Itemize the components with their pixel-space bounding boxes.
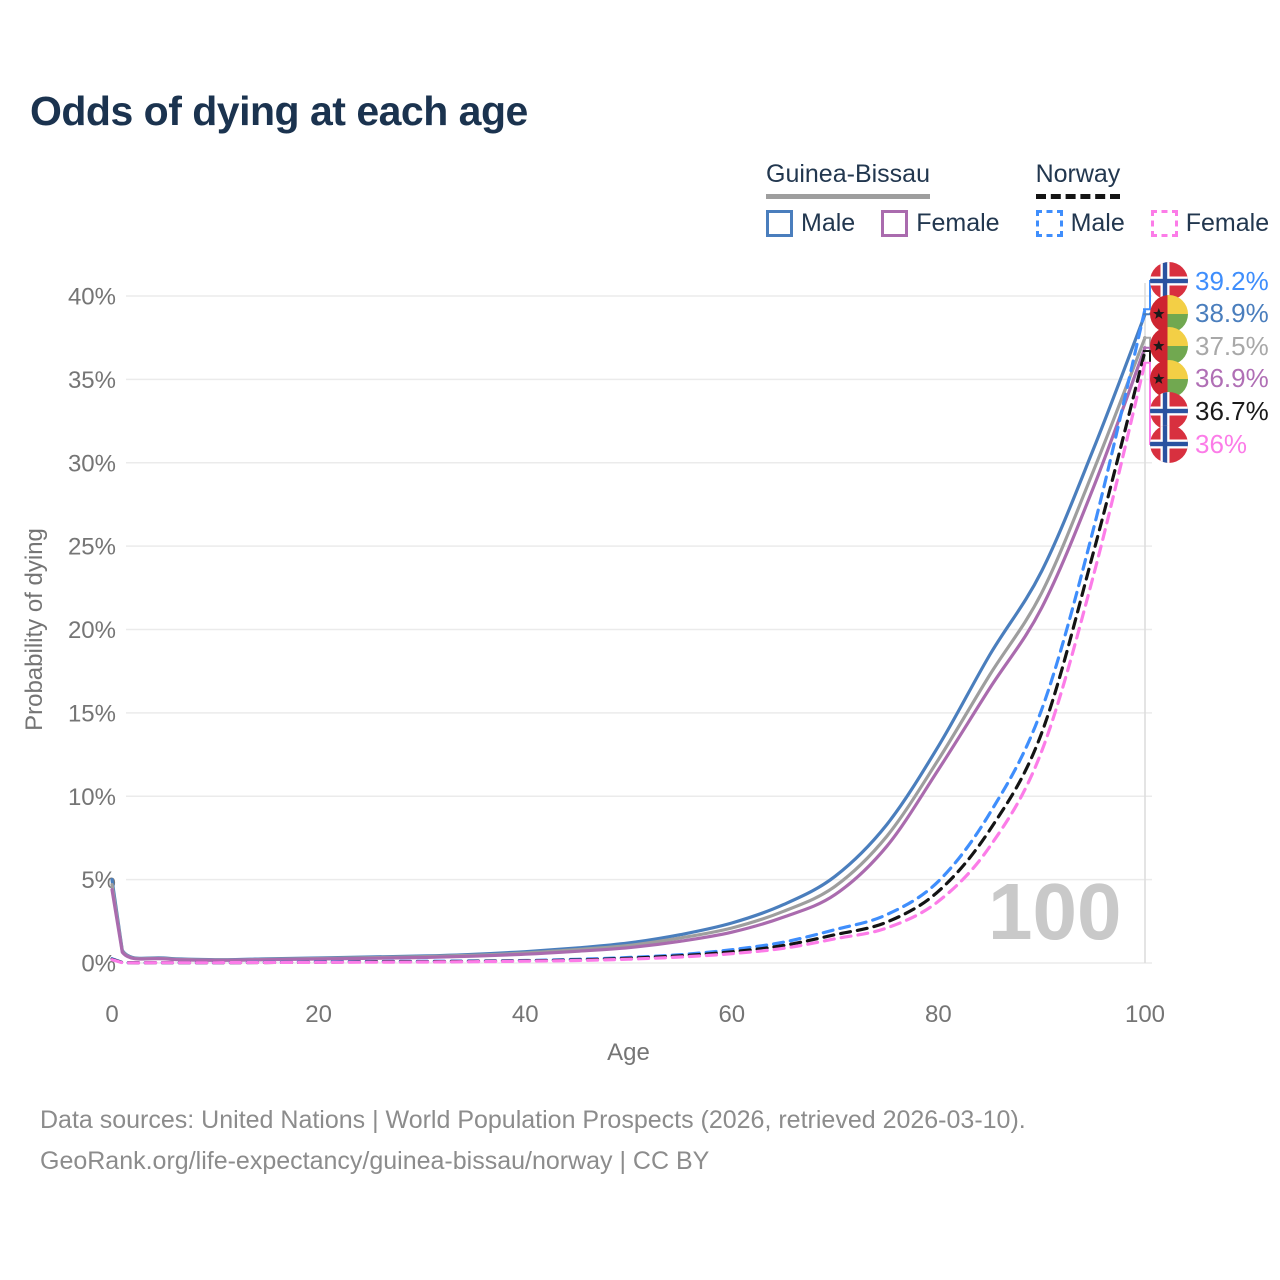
legend-item-norway-female[interactable]: Female [1150, 209, 1270, 238]
footer-data-sources: Data sources: United Nations | World Pop… [40, 1106, 1026, 1134]
y-tick-label-15: 15% [68, 700, 116, 727]
y-tick-label-10: 10% [68, 784, 116, 811]
x-axis-title: Age [607, 1039, 650, 1066]
x-tick-label-60: 60 [718, 1001, 745, 1028]
legend: Guinea-Bissau Male Female Norway Male [766, 160, 1269, 238]
page-title: Odds of dying at each age [30, 88, 528, 134]
y-tick-label-5: 5% [81, 867, 116, 894]
y-tick-label-20: 20% [68, 617, 116, 644]
x-tick-label-80: 80 [925, 1001, 952, 1028]
x-tick-label-100: 100 [1125, 1001, 1165, 1028]
series-line-guinea-bissau-female [110, 346, 1147, 962]
y-tick-label-35: 35% [68, 367, 116, 394]
y-tick-label-0: 0% [81, 951, 116, 978]
x-tick-label-0: 0 [105, 1001, 118, 1028]
legend-item-guinea-bissau-male[interactable]: Male [766, 209, 855, 238]
legend-country-norway: Norway [1035, 160, 1121, 199]
checkbox-swatch-guinea-bissau-male-icon [766, 210, 793, 237]
legend-item-guinea-bissau-female[interactable]: Female [881, 209, 1000, 238]
y-tick-label-30: 30% [68, 450, 116, 477]
series-line-norway-male [110, 307, 1147, 965]
y-axis-title: Probability of dying [21, 528, 48, 731]
legend-item-norway-male[interactable]: Male [1035, 209, 1125, 238]
x-tick-label-40: 40 [512, 1001, 539, 1028]
footer: Data sources: United Nations | World Pop… [40, 1100, 1026, 1182]
legend-group-norway: Norway Male Female [1035, 160, 1270, 238]
legend-label-guinea-bissau-female: Female [916, 209, 1000, 237]
legend-label-norway-male: Male [1070, 209, 1125, 237]
y-tick-label-40: 40% [68, 284, 116, 311]
end-label-connector-38.9% [1143, 312, 1157, 316]
legend-label-guinea-bissau-male: Male [801, 209, 856, 237]
series-line-guinea-bissau-male [110, 312, 1147, 962]
hover-age-watermark: 100 [988, 867, 1122, 956]
x-tick-label-20: 20 [305, 1001, 332, 1028]
checkbox-swatch-guinea-bissau-female-icon [881, 210, 909, 237]
legend-group-guinea-bissau: Guinea-Bissau Male Female [766, 160, 1000, 238]
checkbox-swatch-norway-male-icon [1035, 210, 1063, 237]
footer-url: GeoRank.org/life-expectancy/guinea-bissa… [40, 1147, 710, 1175]
checkbox-swatch-norway-female-icon [1150, 210, 1178, 237]
legend-country-guinea-bissau: Guinea-Bissau [766, 160, 930, 199]
legend-label-norway-female: Female [1185, 209, 1270, 237]
series-line-norway-female [110, 361, 1147, 965]
y-tick-label-25: 25% [68, 534, 116, 561]
